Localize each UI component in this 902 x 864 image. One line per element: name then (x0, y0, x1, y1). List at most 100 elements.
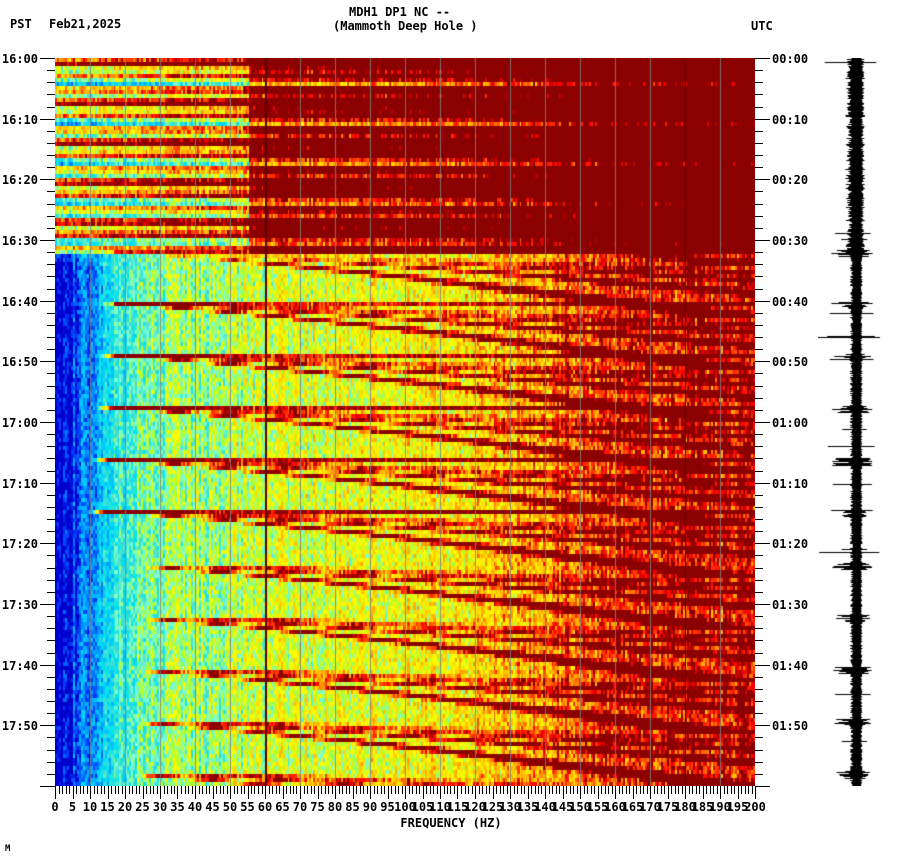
time-tick-minor (47, 325, 55, 326)
freq-tick-major (668, 786, 669, 799)
time-tick-minor (47, 264, 55, 265)
freq-tick-minor (258, 786, 259, 794)
freq-tick-minor (552, 786, 553, 794)
time-tick-major (40, 179, 55, 180)
freq-tick-minor (538, 786, 539, 794)
freq-tick-minor (524, 786, 525, 794)
time-tick-minor (755, 191, 763, 192)
time-tick-minor (47, 191, 55, 192)
time-tick-minor (755, 410, 763, 411)
time-tick-minor (47, 750, 55, 751)
freq-tick-minor (482, 786, 483, 794)
time-tick-minor (755, 446, 763, 447)
time-tick-minor (47, 531, 55, 532)
station-title-line2: (Mammoth Deep Hole ) (333, 19, 478, 33)
freq-tick-minor (293, 786, 294, 794)
freq-tick-minor (412, 786, 413, 794)
time-label: 17:40 (1, 659, 38, 673)
freq-tick-minor (216, 786, 217, 794)
freq-tick-major (720, 786, 721, 799)
freq-tick-major (177, 786, 178, 799)
time-tick-minor (755, 337, 763, 338)
time-tick-minor (47, 507, 55, 508)
time-tick-minor (47, 337, 55, 338)
time-tick-minor (47, 313, 55, 314)
freq-tick-minor (395, 786, 396, 794)
spectrogram-plot[interactable] (55, 58, 755, 786)
time-tick-major (40, 361, 55, 362)
time-tick-minor (755, 616, 763, 617)
freq-label: 10 (82, 800, 98, 814)
freq-tick-minor (290, 786, 291, 794)
freq-tick-minor (472, 786, 473, 794)
date-label: Feb21,2025 (49, 17, 122, 31)
freq-tick-minor (188, 786, 189, 794)
freq-tick-minor (500, 786, 501, 794)
time-tick-major (755, 786, 770, 787)
freq-tick-major (388, 786, 389, 799)
time-tick-minor (47, 410, 55, 411)
time-tick-major (755, 422, 770, 423)
time-tick-minor (47, 386, 55, 387)
time-tick-major (40, 725, 55, 726)
time-tick-minor (755, 750, 763, 751)
freq-tick-minor (237, 786, 238, 794)
freq-tick-minor (587, 786, 588, 794)
freq-tick-major (108, 786, 109, 799)
freq-tick-minor (342, 786, 343, 794)
freq-tick-major (125, 786, 126, 799)
time-tick-minor (47, 689, 55, 690)
time-tick-minor (755, 519, 763, 520)
freq-tick-minor (608, 786, 609, 794)
time-tick-minor (755, 689, 763, 690)
time-label: 00:50 (772, 355, 809, 369)
freq-tick-minor (202, 786, 203, 794)
freq-tick-minor (381, 786, 382, 794)
time-tick-minor (755, 386, 763, 387)
freq-label: 25 (135, 800, 150, 814)
time-tick-minor (755, 373, 763, 374)
time-tick-minor (755, 107, 763, 108)
freq-tick-minor (489, 786, 490, 794)
freq-tick-major (633, 786, 634, 799)
freq-label: 55 (240, 800, 255, 814)
time-tick-minor (47, 373, 55, 374)
freq-tick-minor (468, 786, 469, 794)
freq-tick-minor (286, 786, 287, 794)
time-tick-minor (47, 131, 55, 132)
time-tick-major (40, 786, 55, 787)
freq-tick-minor (556, 786, 557, 794)
time-tick-minor (47, 289, 55, 290)
station-title-line1: MDH1 DP1 NC -- (349, 5, 451, 19)
time-tick-minor (755, 495, 763, 496)
freq-tick-minor (594, 786, 595, 794)
freq-tick-minor (220, 786, 221, 794)
time-axis-left-labels: 16:00 16:10 16:20 16:30 16:40 16:50 17:00 17:10… (0, 52, 38, 786)
freq-tick-minor (433, 786, 434, 794)
freq-tick-minor (174, 786, 175, 794)
freq-tick-minor (507, 786, 508, 794)
freq-tick-minor (416, 786, 417, 794)
time-label: 01:20 (772, 537, 809, 551)
freq-tick-minor (153, 786, 154, 794)
time-tick-minor (47, 434, 55, 435)
time-tick-minor (755, 701, 763, 702)
time-tick-major (40, 119, 55, 120)
time-label: 00:20 (772, 173, 809, 187)
time-label: 01:00 (772, 416, 809, 430)
freq-tick-major (230, 786, 231, 799)
freq-tick-minor (654, 786, 655, 794)
freq-tick-minor (612, 786, 613, 794)
freq-tick-minor (447, 786, 448, 794)
freq-tick-minor (164, 786, 165, 794)
seismogram-trace (818, 58, 892, 786)
freq-tick-minor (657, 786, 658, 794)
freq-tick-minor (167, 786, 168, 794)
freq-tick-minor (356, 786, 357, 794)
time-tick-minor (755, 640, 763, 641)
time-tick-minor (755, 677, 763, 678)
freq-tick-minor (696, 786, 697, 794)
freq-label: 195 (726, 800, 749, 814)
freq-tick-minor (636, 786, 637, 794)
freq-tick-minor (678, 786, 679, 794)
